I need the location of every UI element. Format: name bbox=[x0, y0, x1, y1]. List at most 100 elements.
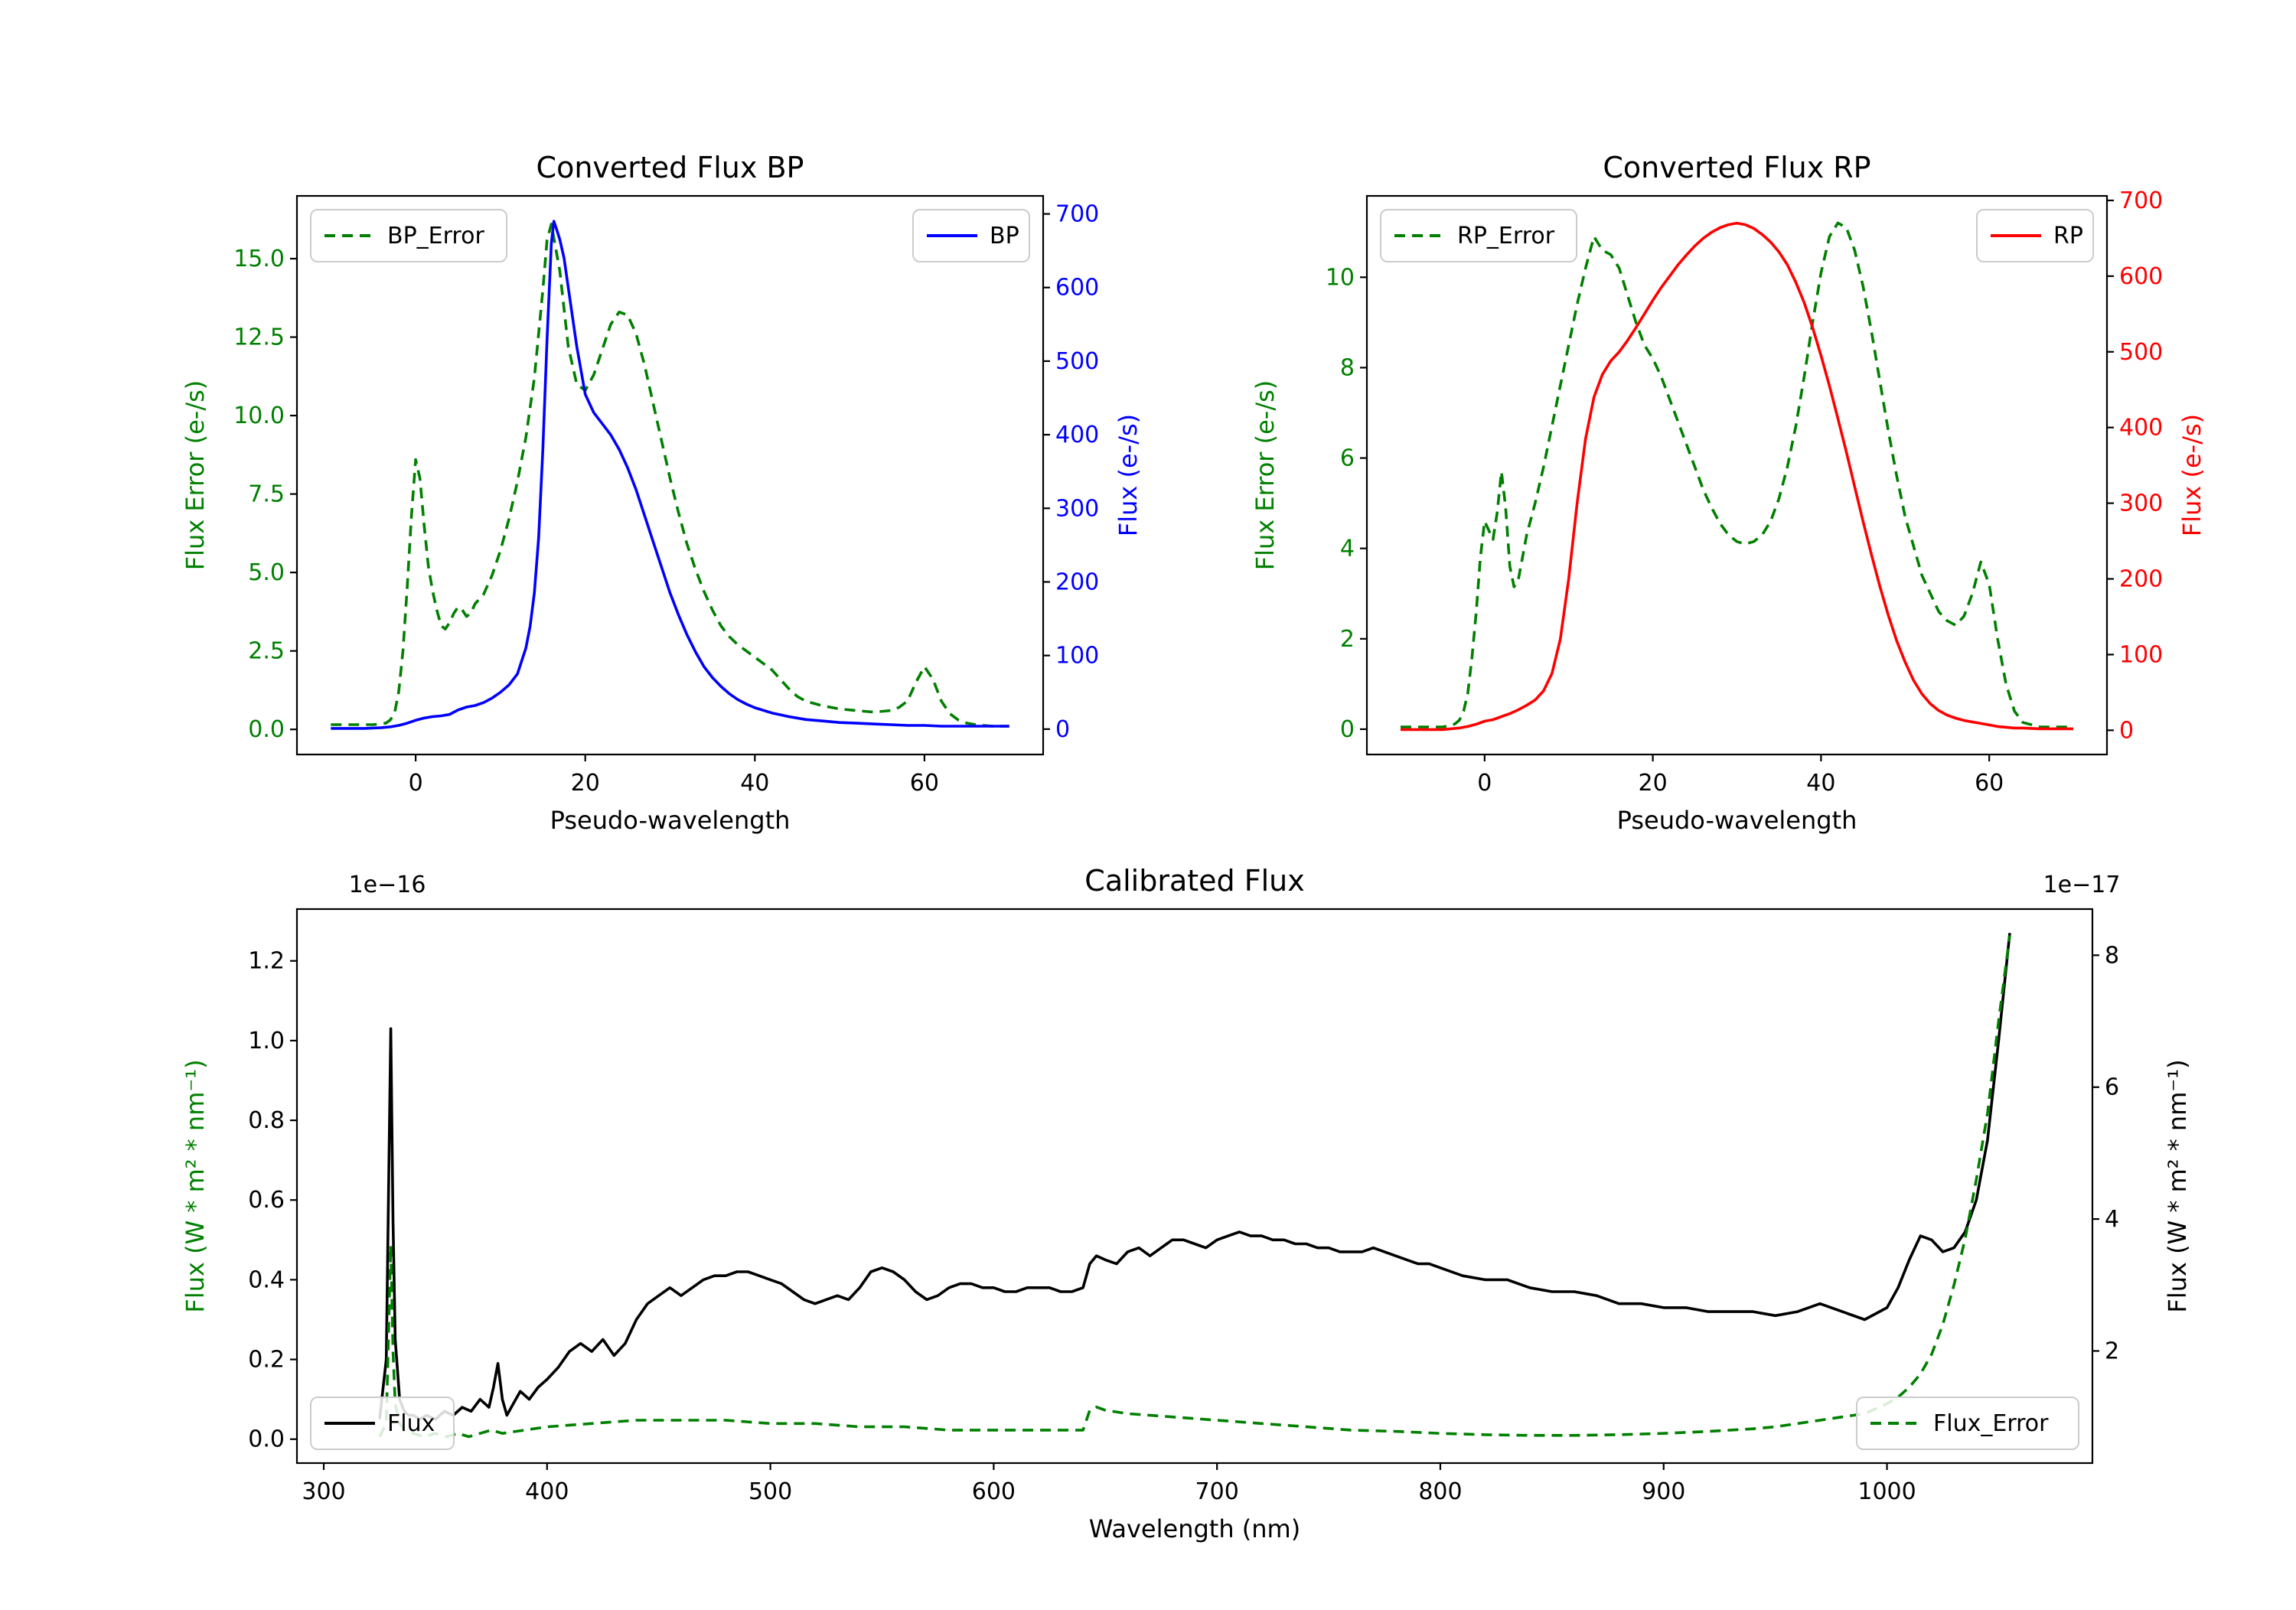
x-tick-label: 40 bbox=[740, 770, 769, 797]
axes-spines bbox=[1365, 194, 2108, 756]
series-Flux bbox=[378, 933, 2011, 1421]
y-tick-label-right: 700 bbox=[1055, 201, 1099, 228]
x-tick-label: 1000 bbox=[1857, 1478, 1916, 1505]
series-RP bbox=[1401, 221, 2073, 732]
legend-label: BP_Error bbox=[387, 223, 484, 249]
y-tick-label-left: 7.5 bbox=[248, 481, 285, 508]
legend-label: Flux_Error bbox=[1933, 1410, 2049, 1437]
x-tick-label: 40 bbox=[1806, 770, 1835, 797]
y-tick-label-right: 600 bbox=[2119, 263, 2163, 290]
x-tick-label: 400 bbox=[525, 1478, 569, 1505]
series-BP_Error bbox=[331, 223, 1009, 728]
series-Flux_Error bbox=[378, 935, 2011, 1439]
x-tick-label: 300 bbox=[302, 1478, 345, 1505]
series-BP bbox=[331, 220, 1009, 730]
legend-box bbox=[1380, 209, 1577, 262]
y-tick-label-left: 10.0 bbox=[233, 402, 285, 429]
chart-title: Converted Flux BP bbox=[536, 151, 804, 184]
y-tick-label-right: 0 bbox=[1055, 716, 1070, 743]
x-tick-label: 500 bbox=[748, 1478, 792, 1505]
legend-box bbox=[1856, 1397, 2079, 1450]
x-tick-label: 600 bbox=[972, 1478, 1016, 1505]
y-tick-label-right: 700 bbox=[2119, 187, 2163, 214]
y-axis-label-left: Flux (W * m² * nm⁻¹) bbox=[181, 1059, 210, 1312]
chart-bp: 0 20 40 60 Pseudo-wavelength 0.0 2.5 5.0 7.5 10.0… bbox=[181, 151, 1143, 835]
y-tick-label-right: 500 bbox=[1055, 348, 1099, 375]
chart-title: Calibrated Flux bbox=[1084, 864, 1304, 898]
y-tick-label-left: 4 bbox=[1340, 536, 1355, 562]
y-tick-label-right: 200 bbox=[2119, 566, 2163, 593]
y-tick-label-left: 0.6 bbox=[248, 1187, 285, 1214]
y-tick-label-left: 2.5 bbox=[248, 638, 285, 665]
y-tick-label-left: 15.0 bbox=[233, 246, 285, 272]
axes-spines bbox=[295, 194, 1045, 756]
series-RP_Error bbox=[1401, 221, 2073, 728]
y-axis-label-left: Flux Error (e-/s) bbox=[181, 380, 210, 571]
y-axis-label-right: Flux (e-/s) bbox=[1114, 414, 1143, 536]
legend-box bbox=[310, 209, 507, 262]
y-tick-label-left: 2 bbox=[1340, 626, 1355, 653]
y-tick-label-right: 400 bbox=[1055, 422, 1099, 448]
left-offset-text: 1e−16 bbox=[349, 872, 426, 898]
legend-box bbox=[310, 1397, 455, 1450]
x-tick-label: 20 bbox=[1639, 770, 1668, 797]
legend-Flux_Error: Flux_Error bbox=[1856, 1397, 2079, 1450]
x-tick-label: 60 bbox=[910, 770, 939, 797]
y-tick-label-right: 300 bbox=[1055, 495, 1099, 522]
x-tick-label: 60 bbox=[1975, 770, 2004, 797]
y-tick-label-right: 500 bbox=[2119, 339, 2163, 366]
y-tick-label-left: 1.0 bbox=[248, 1028, 285, 1054]
legend-RP_Error: RP_Error bbox=[1380, 209, 1577, 262]
legend-label: Flux bbox=[387, 1410, 435, 1437]
axes-spines bbox=[295, 908, 2094, 1465]
x-tick-label: 20 bbox=[571, 770, 600, 797]
y-tick-label-right: 100 bbox=[1055, 643, 1099, 670]
y-tick-label-right: 100 bbox=[2119, 641, 2163, 668]
y-tick-label-left: 12.5 bbox=[233, 324, 285, 351]
y-tick-label-right: 6 bbox=[2105, 1074, 2119, 1101]
y-tick-label-left: 0 bbox=[1340, 716, 1355, 743]
x-tick-label: 0 bbox=[409, 770, 423, 797]
y-tick-label-right: 4 bbox=[2105, 1206, 2119, 1233]
y-tick-label-right: 2 bbox=[2105, 1338, 2119, 1364]
y-tick-label-left: 0.0 bbox=[248, 1426, 285, 1453]
x-tick-label: 900 bbox=[1642, 1478, 1685, 1505]
chart-title: Converted Flux RP bbox=[1603, 151, 1870, 184]
chart-rp: 0 20 40 60 Pseudo-wavelength 0 2 4 6 8 10 Flux Erro… bbox=[1251, 151, 2206, 835]
y-tick-label-left: 6 bbox=[1340, 445, 1355, 472]
x-tick-label: 800 bbox=[1418, 1478, 1462, 1505]
y-tick-label-left: 10 bbox=[1326, 264, 1355, 291]
y-tick-label-left: 8 bbox=[1340, 354, 1355, 381]
y-tick-label-left: 5.0 bbox=[248, 559, 285, 586]
x-axis-label: Pseudo-wavelength bbox=[1617, 806, 1857, 835]
legend-label: RP_Error bbox=[1457, 223, 1555, 249]
y-axis-label-right: Flux (e-/s) bbox=[2177, 414, 2206, 536]
legend-RP: RP bbox=[1976, 209, 2094, 262]
y-tick-label-left: 0.0 bbox=[248, 716, 285, 743]
y-tick-label-right: 300 bbox=[2119, 490, 2163, 517]
x-tick-label: 700 bbox=[1195, 1478, 1239, 1505]
y-tick-label-right: 200 bbox=[1055, 569, 1099, 595]
y-tick-label-right: 8 bbox=[2105, 942, 2119, 969]
legend-BP: BP bbox=[912, 209, 1030, 262]
y-tick-label-left: 1.2 bbox=[248, 948, 285, 975]
y-tick-label-right: 400 bbox=[2119, 415, 2163, 442]
y-tick-label-right: 0 bbox=[2119, 717, 2134, 744]
legend-BP_Error: BP_Error bbox=[310, 209, 507, 262]
right-offset-text: 1e−17 bbox=[2043, 872, 2121, 898]
x-axis-label: Wavelength (nm) bbox=[1089, 1514, 1300, 1543]
legend-label: BP bbox=[990, 223, 1019, 249]
y-tick-label-left: 0.2 bbox=[248, 1347, 285, 1374]
x-axis-label: Pseudo-wavelength bbox=[550, 806, 791, 835]
y-tick-label-left: 0.8 bbox=[248, 1107, 285, 1134]
legend-label: RP bbox=[2053, 223, 2083, 249]
y-tick-label-left: 0.4 bbox=[248, 1266, 285, 1293]
y-tick-label-right: 600 bbox=[1055, 275, 1099, 301]
x-tick-label: 0 bbox=[1477, 770, 1492, 797]
legend-Flux: Flux bbox=[310, 1397, 455, 1450]
y-axis-label-right: Flux (W * m² * nm⁻¹) bbox=[2163, 1059, 2192, 1312]
chart-calibrated: 300 400 500 600 700 800 900 1000 Wavelength (nm)… bbox=[181, 864, 2192, 1543]
y-axis-label-left: Flux Error (e-/s) bbox=[1251, 380, 1280, 571]
